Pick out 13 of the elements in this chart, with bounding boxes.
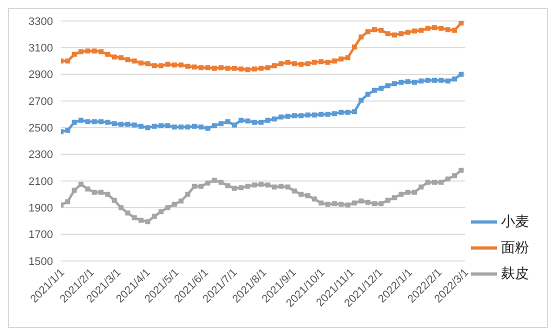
- y-tick-label: 2100: [28, 176, 53, 188]
- y-tick-label: 1700: [28, 229, 53, 242]
- y-tick-label: 2300: [28, 149, 53, 162]
- legend-label: 小麦: [501, 213, 529, 230]
- y-tick-label: 3300: [28, 16, 53, 28]
- y-tick-label: 1500: [28, 256, 53, 268]
- y-tick-label: 3100: [28, 42, 53, 55]
- y-tick-label: 2500: [28, 122, 53, 135]
- y-tick-label: 1900: [28, 202, 53, 215]
- legend-label: 面粉: [501, 239, 529, 256]
- y-tick-label: 2900: [28, 69, 53, 82]
- legend-label: 麸皮: [501, 265, 529, 282]
- y-tick-label: 2700: [28, 96, 53, 108]
